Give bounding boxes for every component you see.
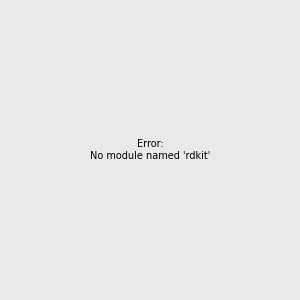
Text: Error:
No module named 'rdkit': Error: No module named 'rdkit' <box>90 139 210 161</box>
